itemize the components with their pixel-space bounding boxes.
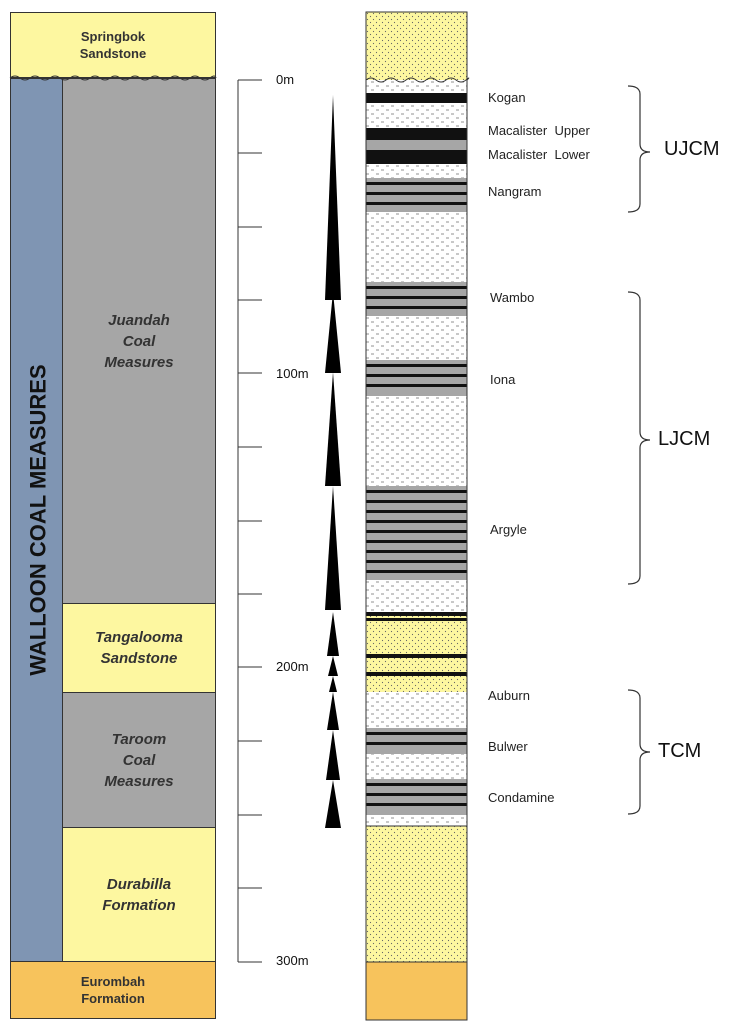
unconformity-right — [365, 77, 470, 83]
taroom-label-3: Measures — [104, 772, 174, 790]
group-ujcm: UJCM — [664, 138, 720, 160]
arrow-7 — [329, 676, 337, 692]
arrow-1 — [325, 95, 341, 300]
eurombah-formation-box: Eurombah Formation — [10, 961, 216, 1019]
arrow-3 — [325, 372, 341, 486]
arrow-10 — [325, 780, 341, 828]
unit-bulwer: Bulwer — [488, 739, 528, 754]
unit-wambo: Wambo — [490, 290, 535, 305]
springbok-sandstone-box: Springbok Sandstone — [10, 12, 216, 78]
fining-arrows — [325, 95, 341, 828]
lithology-column — [365, 11, 470, 1021]
juandah-label-2: Coal — [122, 332, 156, 350]
juandah-label-1: Juandah — [108, 311, 170, 329]
arrow-9 — [326, 730, 340, 780]
arrow-8 — [327, 692, 339, 730]
juandah-label-3: Measures — [104, 353, 174, 371]
depth-label-0m: 0m — [276, 72, 295, 87]
taroom-label-2: Coal — [122, 751, 156, 769]
ujcm-bracket — [627, 85, 651, 213]
tangalooma-sandstone-box: Tangalooma Sandstone — [62, 603, 216, 693]
depth-scale — [237, 79, 262, 963]
unit-macalister-lower: Macalister Lower — [488, 147, 590, 162]
tangalooma-label-1: Tangalooma — [95, 629, 183, 646]
ljcm-bracket — [627, 291, 651, 585]
taroom-coal-measures-box: Taroom Coal Measures — [62, 692, 216, 828]
juandah-coal-measures-box: Juandah Coal Measures — [62, 78, 216, 604]
coal-seams — [366, 93, 467, 815]
unit-condamine: Condamine — [488, 790, 555, 805]
unit-nangram: Nangram — [488, 184, 542, 199]
group-tcm: TCM — [658, 740, 702, 762]
arrow-4 — [325, 486, 341, 610]
unit-iona: Iona — [490, 372, 516, 387]
unconformity-left — [9, 75, 217, 81]
unit-auburn: Auburn — [488, 688, 530, 703]
taroom-label-1: Taroom — [111, 730, 167, 748]
depth-label-300m: 300m — [276, 953, 309, 968]
tcm-bracket — [627, 689, 651, 815]
durabilla-formation-box: Durabilla Formation — [62, 827, 216, 963]
durabilla-label-2: Formation — [102, 897, 176, 914]
arrow-6 — [328, 656, 338, 676]
durabilla-label-1: Durabilla — [106, 876, 172, 893]
depth-label-100m: 100m — [276, 366, 309, 381]
eurombah-label-1: Eurombah — [80, 974, 146, 989]
eurombah-label-2: Formation — [81, 991, 145, 1006]
group-ljcm: LJCM — [658, 428, 711, 450]
springbok-label-2: Sandstone — [79, 46, 147, 61]
group-brackets — [627, 85, 651, 815]
tangalooma-label-2: Sandstone — [100, 650, 178, 667]
unit-kogan: Kogan — [488, 90, 526, 105]
depth-label-200m: 200m — [276, 659, 309, 674]
arrow-2 — [325, 292, 341, 373]
unit-argyle: Argyle — [490, 522, 527, 537]
arrow-5 — [327, 612, 339, 656]
springbok-label-1: Springbok — [80, 29, 146, 44]
unit-macalister-upper: Macalister Upper — [488, 123, 590, 138]
